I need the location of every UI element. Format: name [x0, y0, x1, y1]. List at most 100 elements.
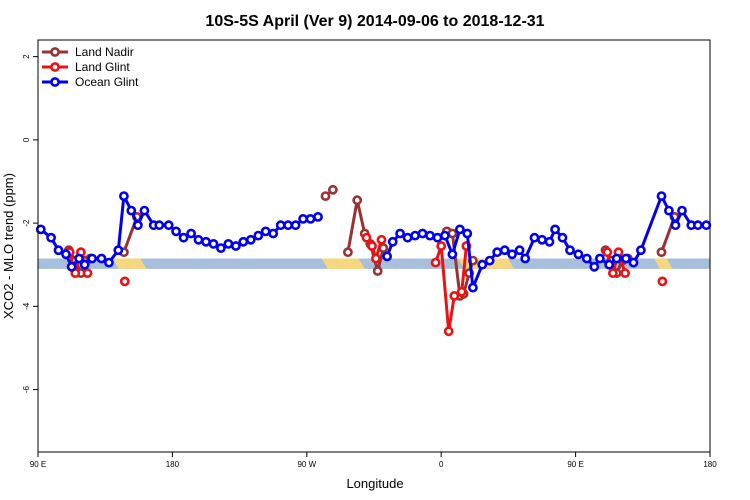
data-point: [447, 249, 458, 260]
data-point: [520, 253, 531, 264]
data-point: [208, 238, 219, 249]
data-point: [604, 259, 615, 270]
data-point: [608, 268, 618, 278]
data-point: [238, 236, 249, 247]
data-point: [178, 232, 189, 243]
data-point: [119, 191, 129, 201]
data-point: [171, 226, 181, 237]
x-tick-label: 0: [439, 460, 444, 469]
data-point: [670, 220, 681, 231]
data-point: [352, 195, 363, 206]
data-point: [589, 261, 600, 272]
data-point: [514, 245, 525, 256]
data-point: [186, 228, 196, 239]
x-axis-label: Longitude: [346, 476, 403, 491]
data-point: [132, 220, 143, 231]
data-point: [581, 253, 592, 264]
data-point: [387, 236, 398, 247]
data-point: [439, 230, 450, 241]
band-highlight: [321, 258, 365, 269]
data-point: [104, 257, 114, 268]
legend-swatch-marker: [50, 62, 60, 72]
data-point: [664, 205, 674, 216]
y-tick-label: 0: [22, 137, 31, 142]
chart-title: 10S-5S April (Ver 9) 2014-09-06 to 2018-…: [205, 13, 544, 30]
data-point: [430, 257, 441, 268]
data-point: [492, 247, 503, 258]
data-point: [215, 243, 226, 253]
data-point: [66, 261, 77, 272]
data-point: [139, 205, 150, 216]
data-point: [499, 245, 510, 256]
data-point: [395, 228, 405, 239]
data-point: [35, 224, 46, 235]
data-point: [74, 253, 84, 264]
x-tick-label: 180: [703, 460, 717, 469]
data-point: [61, 249, 71, 260]
data-point: [305, 213, 316, 224]
series-line: [365, 236, 383, 260]
x-tick-label: 180: [166, 460, 180, 469]
data-point: [370, 253, 381, 264]
data-point: [443, 326, 454, 337]
legend-label: Ocean Glint: [75, 75, 139, 89]
data-point: [462, 228, 473, 239]
series-land-glint: [64, 232, 668, 337]
data-point: [456, 286, 467, 297]
legend-label: Land Nadir: [75, 45, 134, 59]
y-tick-label: 2: [22, 54, 31, 59]
data-point: [544, 236, 555, 247]
data-point: [82, 268, 93, 278]
data-point: [507, 249, 517, 260]
data-point: [484, 255, 495, 266]
data-point: [253, 230, 264, 241]
data-point: [260, 226, 271, 237]
data-point: [376, 234, 387, 245]
plot-frame: [37, 39, 711, 453]
series-ocean-glint: [35, 191, 712, 293]
data-point: [628, 257, 639, 268]
data-point: [154, 220, 165, 231]
data-point: [402, 232, 413, 243]
data-point: [119, 276, 130, 287]
x-tick-label: 90 W: [297, 460, 316, 469]
data-point: [693, 220, 703, 231]
data-point: [657, 276, 668, 287]
data-point: [454, 224, 465, 235]
data-point: [201, 236, 211, 247]
data-point: [87, 253, 97, 264]
data-point: [701, 220, 712, 231]
data-point: [245, 234, 256, 245]
data-point: [361, 232, 372, 243]
y-tick-label: -6: [22, 385, 31, 393]
data-point: [342, 247, 353, 258]
data-point: [283, 220, 293, 231]
data-point: [537, 234, 547, 245]
legend-item: Ocean Glint: [42, 75, 139, 89]
data-point: [550, 224, 560, 235]
band-highlight: [112, 258, 147, 269]
data-point: [96, 253, 107, 264]
data-point: [313, 211, 323, 222]
data-point: [193, 234, 204, 245]
data-point: [320, 191, 331, 201]
legend-item: Land Nadir: [42, 45, 134, 59]
data-point: [477, 259, 488, 270]
data-point: [656, 191, 667, 201]
data-point: [113, 245, 124, 256]
data-point: [290, 220, 301, 231]
data-point: [557, 232, 568, 243]
data-point: [467, 282, 478, 293]
y-axis: 2 0 -2 -4 -6: [22, 54, 38, 393]
data-point: [621, 253, 631, 264]
legend-item: Land Glint: [42, 60, 130, 74]
data-point: [367, 241, 377, 251]
data-point: [372, 266, 383, 276]
data-point: [447, 228, 458, 239]
data-point: [636, 245, 646, 256]
data-point: [602, 247, 613, 258]
data-point: [46, 232, 56, 243]
data-point: [677, 205, 687, 216]
